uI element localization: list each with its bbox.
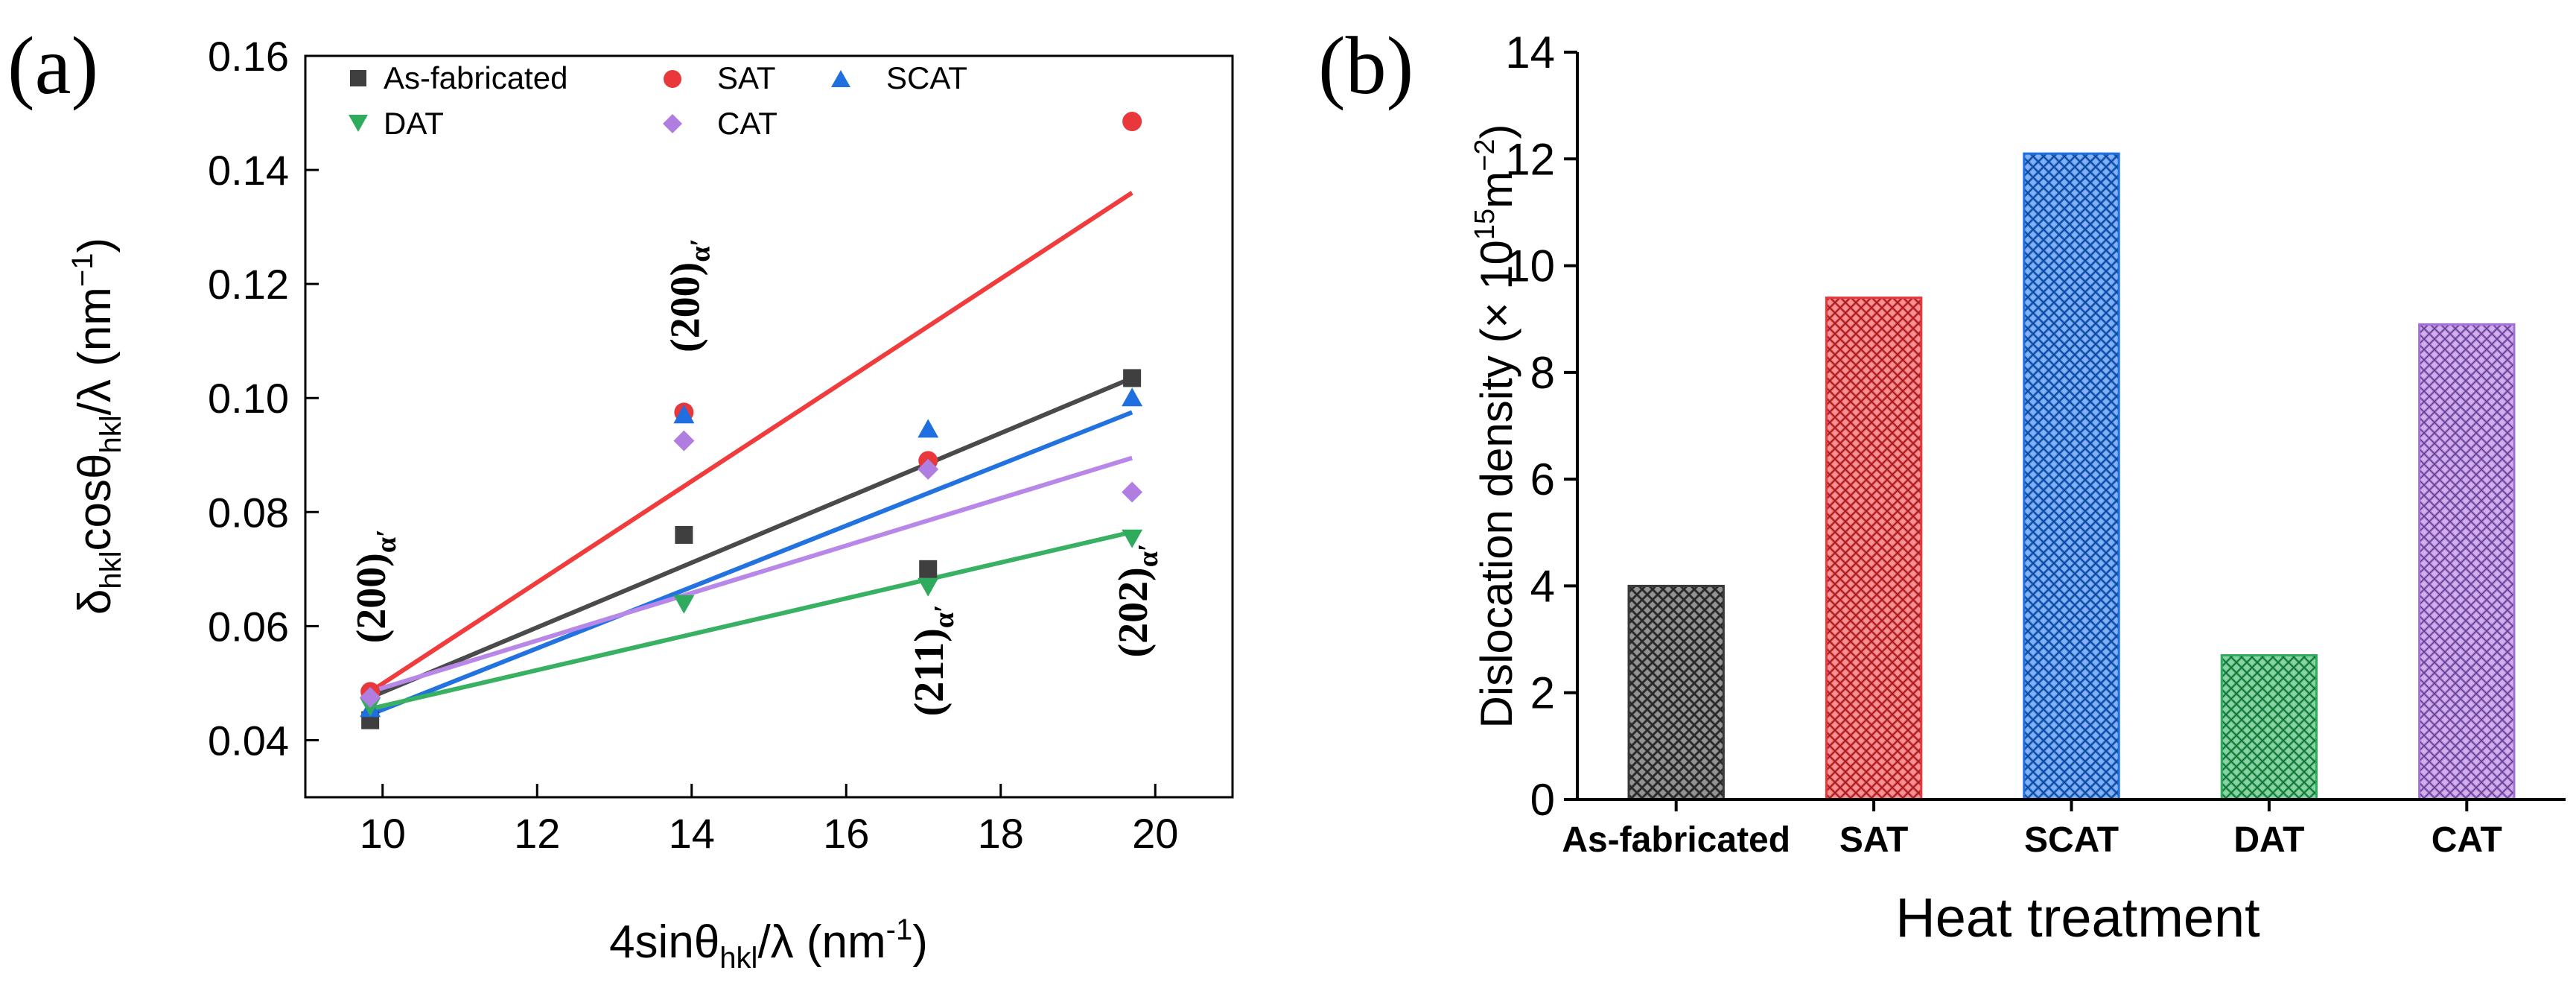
legend-label: CAT bbox=[717, 106, 777, 141]
y-tick-label: 0.10 bbox=[208, 375, 289, 422]
y-tick-label-b: 2 bbox=[1530, 668, 1555, 718]
bar-cat bbox=[2418, 323, 2516, 801]
y-tick-label-b: 8 bbox=[1530, 348, 1555, 398]
peak-annotation: (211)α′ bbox=[906, 604, 960, 716]
fit-lines bbox=[369, 191, 1133, 717]
fit-line-as-fabricated bbox=[369, 376, 1133, 700]
peak-annotations: (200)α′ (200)α′ (211)α′ (202)α′ bbox=[349, 238, 1164, 717]
data-points bbox=[360, 112, 1143, 729]
plot-frame-a bbox=[304, 54, 1234, 799]
legend-item-as-fabricated: As-fabricated bbox=[350, 60, 567, 95]
category-label-dat: DAT bbox=[2233, 820, 2304, 860]
data-point-as-fabricated bbox=[1123, 369, 1142, 387]
x-tick-label: 20 bbox=[1132, 810, 1178, 857]
data-point-cat bbox=[673, 430, 695, 452]
category-label-sat: SAT bbox=[1839, 820, 1908, 860]
x-tick-label: 14 bbox=[669, 810, 715, 857]
data-point-cat bbox=[360, 687, 381, 709]
fit-line-sat bbox=[369, 191, 1133, 694]
y-axis-ticks: 0.04 0.06 0.08 0.10 0.12 0.14 0.16 bbox=[208, 33, 319, 764]
y-tick-label: 0.16 bbox=[208, 33, 289, 80]
legend-item-cat: CAT bbox=[663, 106, 777, 141]
legend-item-scat: SCAT bbox=[831, 60, 967, 95]
legend-diamond-marker bbox=[663, 114, 682, 133]
legend-label: SAT bbox=[717, 60, 776, 95]
y-axis-label-b: Dislocation density (× 1015m−2) bbox=[1469, 124, 1521, 729]
legend: As-fabricated SAT SCAT DAT CAT bbox=[349, 60, 967, 141]
panel-a-scatter-plot: (a) (200)α′(200)α′(211)α′ (202)α′ 10 12 14 1… bbox=[7, 20, 1234, 975]
data-point-scat bbox=[673, 405, 695, 424]
legend-square-marker bbox=[350, 70, 366, 86]
legend-triangle-up-marker bbox=[831, 70, 850, 87]
category-label-scat: SCAT bbox=[2024, 820, 2119, 860]
y-tick-label: 0.14 bbox=[208, 147, 289, 194]
bar-dat bbox=[2220, 654, 2318, 801]
peak-annotation: (202)α′ bbox=[1110, 543, 1164, 657]
peak-annotation: (200)α′ bbox=[349, 529, 402, 643]
y-tick-label: 0.08 bbox=[208, 489, 289, 536]
legend-item-dat: DAT bbox=[349, 106, 444, 141]
data-point-dat bbox=[673, 595, 695, 614]
category-label-as-fabricated: As-fabricated bbox=[1562, 820, 1790, 860]
x-tick-label: 16 bbox=[823, 810, 869, 857]
category-label-cat: CAT bbox=[2432, 820, 2502, 860]
fit-line-dat bbox=[369, 530, 1133, 712]
bar-as-fabricated bbox=[1627, 584, 1725, 801]
legend-circle-marker bbox=[664, 70, 681, 88]
data-point-as-fabricated bbox=[675, 525, 693, 544]
data-point-dat bbox=[1122, 529, 1143, 548]
y-axis-label-a: δhklcosθhkl/λ (nm−1) bbox=[66, 238, 127, 615]
data-point-as-fabricated bbox=[919, 560, 938, 578]
bar-sat bbox=[1825, 297, 1923, 801]
x-axis-label-a: 4sinθhkl/λ (nm-1) bbox=[609, 913, 928, 975]
bar-scat bbox=[2023, 152, 2120, 801]
peak-annotation: (200)α′ bbox=[662, 238, 716, 352]
y-tick-label: 0.06 bbox=[208, 603, 289, 650]
data-point-cat bbox=[917, 458, 939, 480]
data-point-scat bbox=[1122, 387, 1143, 407]
x-tick-label: 12 bbox=[514, 810, 560, 857]
data-point-scat bbox=[917, 419, 939, 438]
x-axis-label-b: Heat treatment bbox=[1895, 887, 2260, 948]
x-tick-label: 10 bbox=[360, 810, 406, 857]
fit-line-cat bbox=[369, 455, 1133, 694]
panel-a-label: (a) bbox=[7, 20, 98, 111]
x-axis-ticks: 10 12 14 16 18 20 bbox=[360, 784, 1178, 857]
legend-label: DAT bbox=[384, 106, 444, 141]
data-point-sat bbox=[1122, 112, 1142, 132]
data-point-dat bbox=[917, 577, 939, 597]
fit-line-scat bbox=[369, 410, 1133, 717]
y-tick-label-b: 12 bbox=[1505, 134, 1555, 184]
category-labels: As-fabricated SAT SCAT DAT CAT bbox=[1562, 799, 2502, 860]
y-tick-label-b: 14 bbox=[1505, 28, 1555, 77]
y-tick-label: 0.12 bbox=[208, 261, 289, 308]
y-tick-label-b: 10 bbox=[1505, 241, 1555, 291]
x-tick-label: 18 bbox=[978, 810, 1024, 857]
y-tick-label-b: 0 bbox=[1530, 775, 1555, 825]
legend-triangle-down-marker bbox=[349, 115, 368, 132]
y-tick-label-b: 4 bbox=[1530, 561, 1555, 611]
y-tick-label-b: 6 bbox=[1530, 454, 1555, 504]
y-tick-label: 0.04 bbox=[208, 717, 289, 764]
data-point-cat bbox=[1122, 481, 1143, 503]
panel-b-label: (b) bbox=[1318, 20, 1413, 111]
panel-b-bar-chart: (b) 0 2 4 6 8 10 12 14 As-fabricated SAT SCAT DAT C… bbox=[1318, 20, 2566, 948]
y-axis-ticks-b: 0 2 4 6 8 10 12 14 bbox=[1505, 28, 1577, 825]
legend-label: As-fabricated bbox=[384, 60, 567, 95]
legend-item-sat: SAT bbox=[664, 60, 776, 95]
legend-label: SCAT bbox=[886, 60, 967, 95]
bars bbox=[1627, 152, 2516, 801]
